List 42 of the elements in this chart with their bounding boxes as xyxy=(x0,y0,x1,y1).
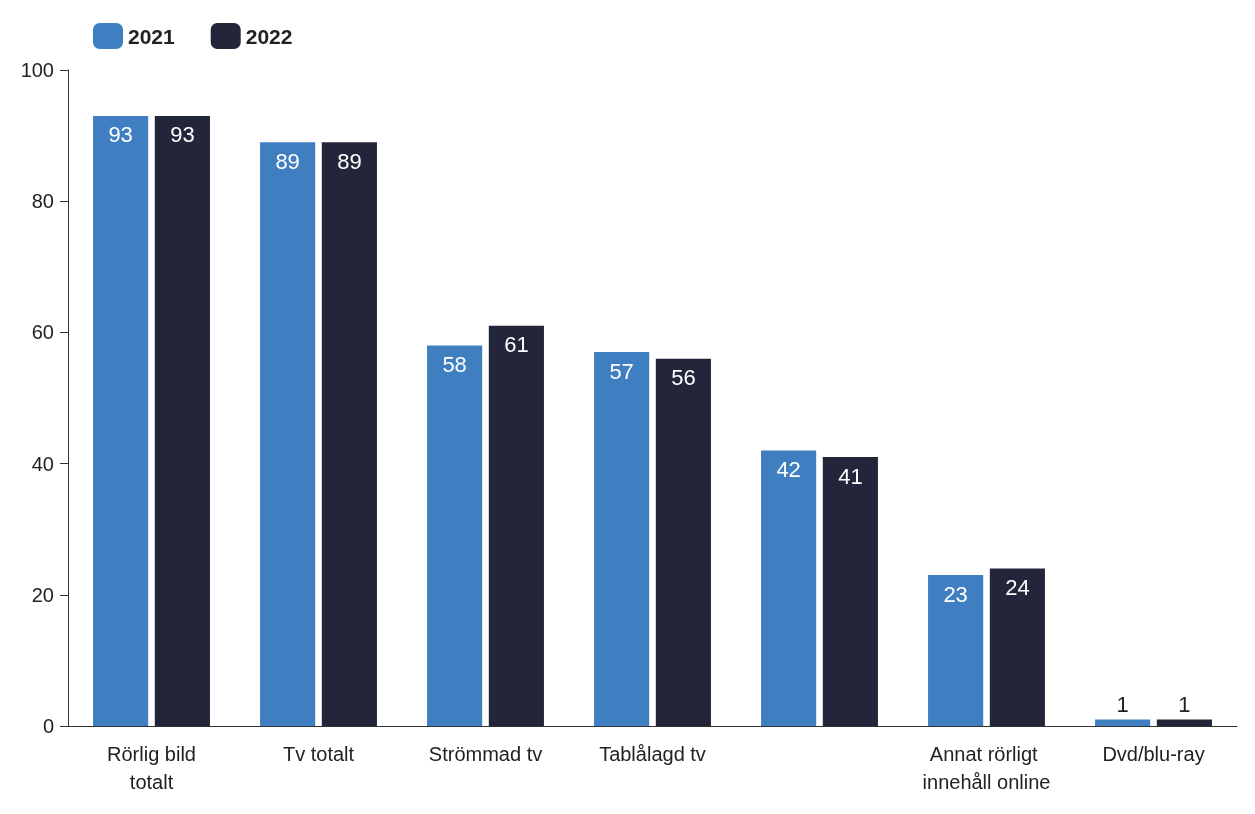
x-tick-label: Tv totalt xyxy=(282,743,355,765)
data-label: 58 xyxy=(442,352,467,378)
legend-label: 2022 xyxy=(245,24,293,48)
bar xyxy=(260,142,316,726)
bar xyxy=(154,115,210,726)
data-label: 1 xyxy=(1178,691,1191,717)
data-label: 56 xyxy=(671,365,696,391)
bar xyxy=(1156,719,1212,726)
bar xyxy=(761,450,817,726)
bar xyxy=(1095,719,1151,726)
data-label: 23 xyxy=(943,581,968,607)
bar xyxy=(93,115,149,726)
y-tick-label: 80 xyxy=(31,190,54,213)
y-tick-label: 20 xyxy=(31,583,54,606)
data-label: 42 xyxy=(776,456,801,482)
y-tick-label: 0 xyxy=(42,715,54,737)
x-tick-label: Dvd/blu-ray xyxy=(1102,743,1205,765)
data-label: 89 xyxy=(275,148,300,174)
bar xyxy=(989,568,1045,726)
y-tick-label: 100 xyxy=(20,59,54,81)
bar xyxy=(655,358,711,726)
x-tick-label: Annat rörligt innehåll online xyxy=(922,743,1051,793)
bar xyxy=(488,325,544,726)
data-label: 93 xyxy=(108,122,133,148)
data-label: 57 xyxy=(609,358,634,384)
bar xyxy=(321,142,377,726)
data-label: 93 xyxy=(170,122,195,148)
data-label: 89 xyxy=(337,148,362,174)
x-tick-label: Strömmad tv xyxy=(428,743,543,765)
data-label: 1 xyxy=(1116,691,1129,717)
data-label: 61 xyxy=(504,332,529,358)
x-tick-label: Tablålagd tv xyxy=(599,743,706,765)
legend-label: 2021 xyxy=(128,24,176,48)
data-label: 24 xyxy=(1005,575,1030,601)
y-tick-label: 40 xyxy=(31,452,54,475)
bar xyxy=(928,575,984,726)
bar xyxy=(594,352,650,726)
data-label: 41 xyxy=(838,463,863,489)
bar xyxy=(427,345,483,726)
y-tick-label: 60 xyxy=(31,321,54,344)
x-tick-label: Rörlig bild totalt xyxy=(107,743,196,793)
bar xyxy=(822,457,878,726)
